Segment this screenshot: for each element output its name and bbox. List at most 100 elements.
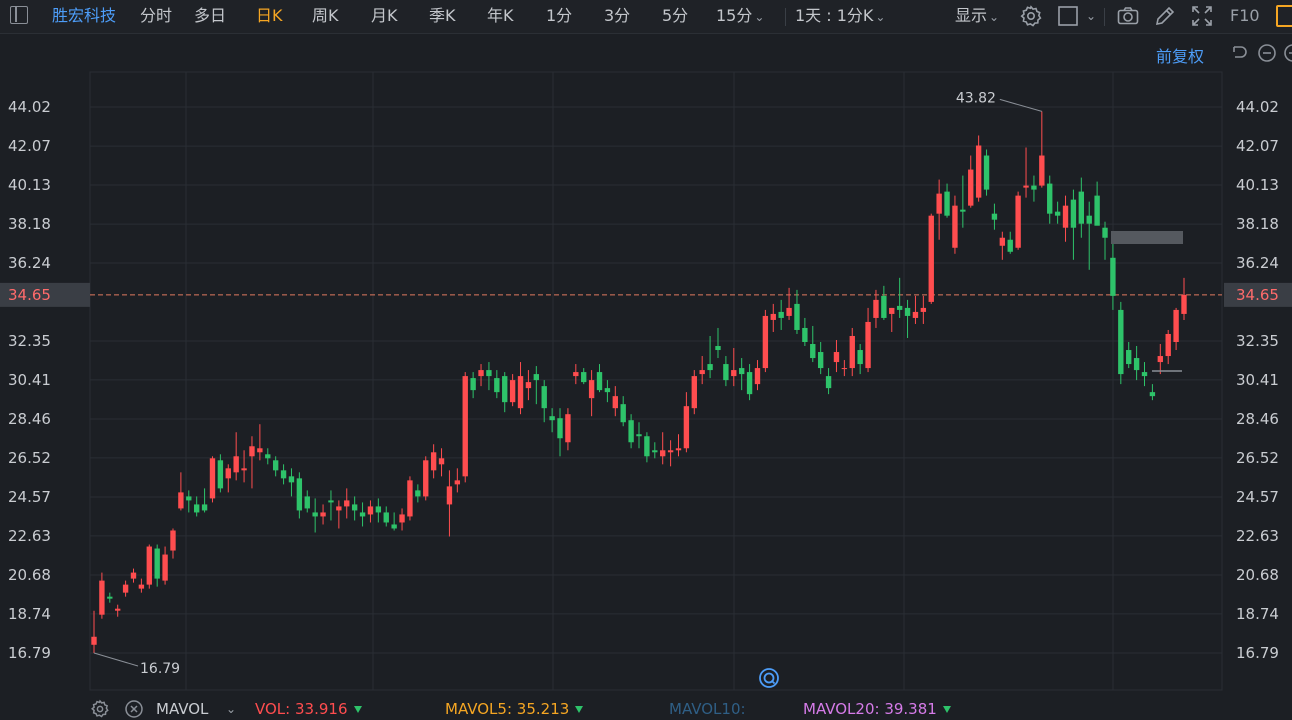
tab-quarterly-k[interactable]: 季K: [429, 6, 456, 25]
zoom-in-icon[interactable]: [1282, 42, 1292, 64]
tab-1min[interactable]: 1分: [546, 6, 573, 25]
candle-body-up: [588, 380, 595, 399]
indicator-name[interactable]: MAVOL: [156, 700, 209, 718]
candle-body-up: [336, 506, 342, 511]
candle-body-down: [1007, 239, 1013, 252]
candle-body-down: [154, 548, 160, 579]
candle-body-down: [1149, 392, 1156, 397]
adjust-mode-button[interactable]: 前复权: [1156, 47, 1205, 66]
f10-button[interactable]: F10: [1230, 6, 1260, 25]
y-tick-label-right: 32.35: [1236, 332, 1279, 350]
candle-body-down: [272, 460, 279, 471]
candle-body-up: [1165, 333, 1171, 357]
candle-body-down: [359, 512, 366, 517]
candle-body-down: [794, 303, 800, 330]
tab-intraday[interactable]: 分时: [140, 6, 173, 25]
y-tick-label-right: 26.52: [1236, 449, 1279, 467]
candle-body-up: [115, 608, 121, 611]
tab-15min[interactable]: 15分 ⌄: [716, 5, 764, 27]
square-checkbox-icon[interactable]: [1056, 4, 1080, 28]
candle-body-down: [596, 372, 603, 391]
candle-body-up: [525, 382, 532, 389]
candle-body-down: [991, 213, 998, 220]
candle-body-down: [723, 364, 729, 381]
down-arrow-icon: [353, 706, 362, 713]
down-arrow-icon: [942, 706, 951, 713]
candle-body-down: [1118, 309, 1124, 375]
tab-multi-day[interactable]: 多日: [194, 6, 227, 25]
y-tick-label-left: 40.13: [8, 176, 51, 194]
y-tick-label-left: 32.35: [8, 332, 51, 350]
y-tick-label-left: 44.02: [8, 98, 51, 116]
y-tick-label-right: 18.74: [1236, 605, 1279, 623]
y-tick-label-left: 18.74: [8, 605, 51, 623]
chevron-down-icon[interactable]: ⌄: [1086, 9, 1097, 23]
candle-body-down: [644, 436, 650, 457]
candle-body-down: [628, 420, 634, 443]
tab-5min[interactable]: 5分: [662, 6, 689, 25]
candle-body-down: [1078, 191, 1085, 224]
candle-body-up: [241, 468, 247, 471]
candle-body-up: [99, 580, 105, 615]
candle-body-up: [91, 636, 97, 645]
indicator-settings-icon[interactable]: [90, 699, 110, 719]
candle-body-down: [502, 376, 508, 403]
pencil-draw-icon[interactable]: [1153, 4, 1177, 28]
candlestick-chart[interactable]: 44.02 44.02 42.07 42.07 40.13 40.13 38.18 38.18…: [0, 70, 1292, 692]
y-tick-label-left: 42.07: [8, 137, 51, 155]
candle-body-down: [1054, 211, 1061, 216]
y-tick-label-right: 36.24: [1236, 254, 1279, 272]
fullscreen-icon[interactable]: [1190, 4, 1214, 28]
candle-body-down: [280, 470, 287, 479]
y-tick-label-right: 42.07: [1236, 137, 1279, 155]
candle-body-up: [478, 370, 484, 377]
settings-gear-icon[interactable]: [1019, 4, 1043, 28]
tab-3min[interactable]: 3分: [604, 6, 631, 25]
zoom-out-icon[interactable]: [1256, 42, 1278, 64]
candle-body-down: [581, 372, 587, 383]
tab-monthly-k[interactable]: 月K: [371, 6, 398, 25]
candle-body-down: [904, 307, 911, 316]
candle-body-up: [928, 215, 934, 302]
candle-body-up: [438, 458, 445, 465]
undo-icon[interactable]: [1228, 42, 1250, 64]
period-toolbar: 胜宏科技 分时 多日 日K 周K 月K 季K 年K 1分 3分 5分 15分 ⌄ …: [0, 0, 1292, 34]
candle-body-down: [328, 500, 334, 503]
sidebar-toggle-icon[interactable]: [10, 6, 28, 24]
candle-body-down: [201, 504, 208, 511]
chevron-down-icon[interactable]: ⌄: [226, 702, 237, 716]
mavol10-legend: MAVOL10:: [669, 700, 746, 718]
candle-body-up: [841, 368, 848, 370]
candle-body-up: [1015, 195, 1021, 248]
candle-body-up: [699, 370, 705, 375]
y-tick-label-right: 40.13: [1236, 176, 1279, 194]
vol-value: 33.916: [295, 700, 348, 718]
candle-body-down: [557, 418, 563, 439]
camera-icon[interactable]: [1116, 4, 1140, 28]
current-price-tag-right: [1224, 282, 1292, 307]
close-indicator-icon[interactable]: [124, 699, 144, 719]
candle-body-down: [825, 376, 832, 389]
tab-daily-k[interactable]: 日K: [256, 6, 283, 25]
interval-selector[interactable]: 1天 : 1分K ⌄: [795, 5, 885, 27]
vol-legend: VOL: 33.916: [255, 700, 362, 718]
candle-body-down: [738, 368, 745, 375]
candle-body-up: [675, 448, 682, 451]
stock-name[interactable]: 胜宏科技: [52, 6, 117, 25]
candle-body-up: [257, 448, 263, 453]
candle-body-down: [896, 305, 903, 310]
y-tick-label-left: 20.68: [8, 566, 51, 584]
candle-body-up: [1173, 309, 1179, 343]
y-tick-label-right: 28.46: [1236, 410, 1279, 428]
q-circle-icon[interactable]: [758, 667, 780, 689]
panel-toggle-icon[interactable]: [1276, 5, 1292, 27]
candle-body-down: [186, 496, 192, 501]
candle-body-down: [217, 460, 224, 489]
display-menu[interactable]: 显示 ⌄: [955, 5, 999, 27]
candle-body-down: [715, 346, 721, 351]
candle-body-up: [691, 376, 697, 409]
tab-yearly-k[interactable]: 年K: [487, 6, 514, 25]
tab-weekly-k[interactable]: 周K: [312, 6, 339, 25]
y-tick-label-right: 44.02: [1236, 98, 1279, 116]
candle-body-up: [770, 313, 776, 320]
